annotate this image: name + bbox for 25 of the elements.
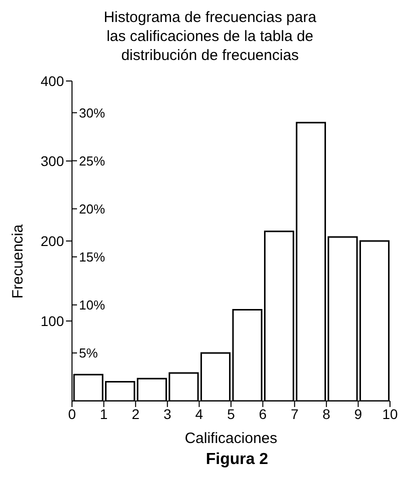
x-tick-label: 2 [132, 406, 140, 422]
x-tick-label: 5 [227, 406, 236, 422]
text: Figura 2 [204, 451, 270, 469]
y-tick-label: 300 [40, 152, 64, 169]
y-tick-label: 100 [40, 312, 64, 329]
x-tick-label: 8 [322, 406, 330, 422]
x-axis-title: Calificaciones [184, 430, 278, 447]
y-axis-title: Frecuencia [10, 224, 27, 298]
chart-title: Histograma de frecuencias para las calificaciones de la tabla de distribución de frecuencias [102, 8, 318, 65]
x-tick-label: 1 [100, 406, 108, 422]
x-tick-label: 9 [354, 406, 362, 422]
x-tick-label: 7 [290, 406, 299, 422]
y2-tick-label: 25% [79, 153, 106, 168]
x-tick-label: 4 [195, 406, 204, 422]
y2-tick-label: 10% [79, 298, 106, 313]
x-tick-label: 3 [164, 406, 172, 422]
y-tick-label: 200 [40, 232, 64, 249]
x-tick-label: 6 [258, 406, 267, 422]
x-tick-label: 0 [68, 406, 76, 422]
y2-tick-label: 15% [79, 249, 106, 264]
y2-tick-label: 20% [79, 201, 106, 216]
y2-tick-label: 5% [79, 346, 98, 361]
x-tick-label: 10 [382, 406, 398, 422]
y2-tick-label: 30% [79, 105, 106, 120]
y-tick-label: 400 [40, 72, 64, 89]
